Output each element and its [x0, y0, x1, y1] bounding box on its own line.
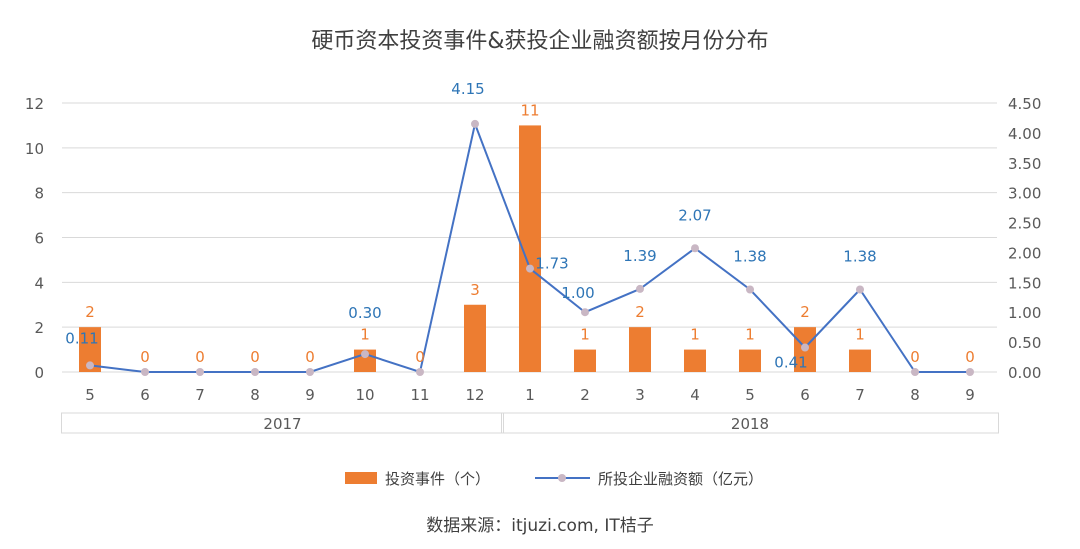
- x-tick-label: 9: [965, 386, 975, 404]
- left-tick-label: 8: [34, 185, 44, 203]
- year-group-box: [501, 412, 999, 434]
- line-marker: [966, 368, 974, 376]
- bar-data-label: 1: [580, 326, 590, 344]
- right-tick-label: 2.00: [1008, 244, 1041, 262]
- line-data-label: 1.38: [733, 248, 766, 266]
- chart-title: 硬币资本投资事件&获投企业融资额按月份分布: [311, 29, 768, 54]
- right-tick-label: 0.50: [1008, 334, 1041, 352]
- bar: [849, 349, 871, 372]
- legend-bar-swatch: [345, 472, 377, 484]
- source-text: 数据来源：itjuzi.com, IT桔子: [426, 516, 653, 536]
- bar-data-label: 0: [195, 348, 205, 366]
- line-data-label: 0.41: [774, 353, 807, 371]
- right-tick-label: 4.00: [1008, 125, 1041, 143]
- bar: [464, 304, 486, 372]
- line-marker: [416, 368, 424, 376]
- bar: [519, 125, 541, 373]
- line-marker: [141, 368, 149, 376]
- legend-line-marker: [558, 474, 566, 482]
- line-marker: [86, 361, 94, 370]
- line-marker: [746, 285, 754, 294]
- left-tick-label: 0: [34, 364, 44, 382]
- x-tick-label: 7: [855, 386, 865, 404]
- line-marker: [636, 284, 644, 293]
- bar-data-label: 1: [855, 326, 865, 344]
- line-marker: [856, 285, 864, 294]
- right-tick-label: 3.50: [1008, 155, 1041, 173]
- x-tick-label: 8: [910, 386, 920, 404]
- bar-data-label: 2: [800, 303, 810, 321]
- bar: [574, 349, 596, 372]
- right-tick-label: 0.00: [1008, 364, 1041, 382]
- line-marker: [691, 244, 699, 253]
- line-marker: [471, 119, 479, 128]
- line-data-label: 1.73: [535, 255, 568, 273]
- bar: [739, 349, 761, 372]
- year-group-label: 2017: [263, 415, 301, 433]
- left-tick-label: 2: [34, 319, 44, 337]
- line-data-label: 4.15: [451, 80, 484, 98]
- bar-data-label: 0: [305, 348, 315, 366]
- x-tick-label: 2: [580, 386, 590, 404]
- bar-data-label: 0: [250, 348, 260, 366]
- right-tick-label: 3.00: [1008, 185, 1041, 203]
- x-tick-label: 3: [635, 386, 645, 404]
- left-tick-label: 10: [25, 140, 44, 158]
- right-tick-label: 2.50: [1008, 215, 1041, 233]
- bar-data-label: 1: [690, 326, 700, 344]
- bar-data-label: 2: [635, 303, 645, 321]
- line-marker: [526, 264, 534, 273]
- x-tick-label: 6: [140, 386, 150, 404]
- x-tick-label: 12: [465, 386, 484, 404]
- right-tick-label: 1.00: [1008, 304, 1041, 322]
- right-tick-label: 1.50: [1008, 274, 1041, 292]
- x-tick-label: 9: [305, 386, 315, 404]
- x-tick-label: 11: [410, 386, 429, 404]
- x-tick-label: 10: [355, 386, 374, 404]
- legend-bar-label: 投资事件（个）: [385, 470, 490, 488]
- line-data-label: 1.00: [561, 284, 594, 302]
- bar-data-label: 3: [470, 281, 480, 299]
- line-marker: [801, 343, 809, 352]
- line-data-label: 1.39: [623, 247, 656, 265]
- legend: 投资事件（个） 所投企业融资额（亿元）: [345, 470, 763, 488]
- line-marker: [911, 368, 919, 376]
- legend-line-label: 所投企业融资额（亿元）: [598, 470, 763, 488]
- x-tick-label: 6: [800, 386, 810, 404]
- bar-data-label: 1: [745, 326, 755, 344]
- x-tick-label: 1: [525, 386, 535, 404]
- bar: [629, 327, 651, 372]
- left-tick-label: 12: [25, 95, 44, 113]
- x-tick-label: 5: [745, 386, 755, 404]
- bar: [79, 327, 101, 372]
- line-marker: [306, 368, 314, 376]
- bar-data-label: 0: [965, 348, 975, 366]
- right-tick-label: 4.50: [1008, 95, 1041, 113]
- line-data-label: 0.11: [65, 329, 98, 347]
- line-marker: [581, 308, 589, 317]
- left-tick-label: 6: [34, 230, 44, 248]
- bar-data-label: 11: [520, 101, 539, 119]
- year-group-box: [61, 412, 504, 434]
- bar: [684, 349, 706, 372]
- bar-data-label: 2: [85, 303, 95, 321]
- line-data-label: 0.30: [348, 304, 381, 322]
- x-tick-label: 8: [250, 386, 260, 404]
- bar-data-label: 0: [140, 348, 150, 366]
- left-tick-label: 4: [34, 274, 44, 292]
- line-data-label: 2.07: [678, 206, 711, 224]
- x-tick-label: 7: [195, 386, 205, 404]
- bar-data-label: 1: [360, 326, 370, 344]
- x-tick-label: 4: [690, 386, 700, 404]
- bar-data-label: 0: [415, 348, 425, 366]
- year-group-label: 2018: [731, 415, 769, 433]
- x-tick-label: 5: [85, 386, 95, 404]
- line-marker: [361, 350, 369, 359]
- bar-data-label: 0: [910, 348, 920, 366]
- line-marker: [196, 368, 204, 376]
- line-data-label: 1.38: [843, 248, 876, 266]
- line-marker: [251, 368, 259, 376]
